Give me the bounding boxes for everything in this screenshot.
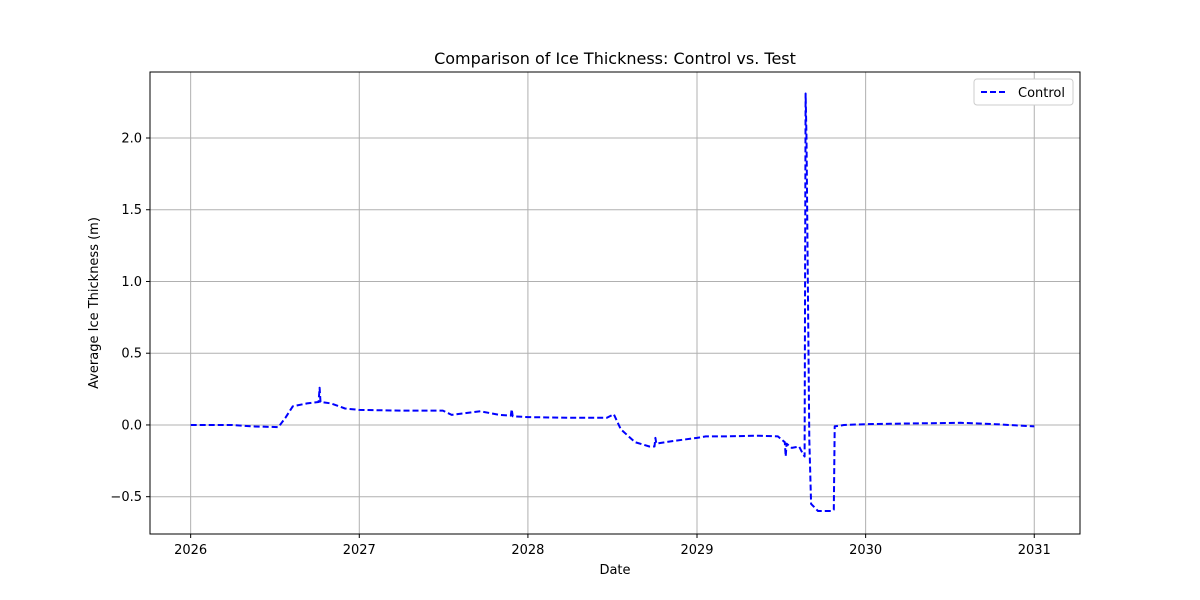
chart-title: Comparison of Ice Thickness: Control vs.… bbox=[434, 49, 796, 68]
y-tick-label: 1.0 bbox=[121, 275, 142, 290]
y-tick-label: 1.5 bbox=[121, 203, 142, 218]
x-axis-label: Date bbox=[599, 563, 630, 578]
legend: Control bbox=[973, 78, 1074, 106]
series-line-control bbox=[190, 92, 1035, 512]
y-tick-label: −0.5 bbox=[110, 490, 142, 505]
grid-lines bbox=[150, 72, 1080, 534]
x-tick-label: 2026 bbox=[174, 543, 207, 558]
x-axis: 2026 2027 2028 2029 2030 2031 bbox=[174, 534, 1051, 558]
y-tick-label: 0.5 bbox=[121, 347, 142, 362]
legend-label-control: Control bbox=[1018, 86, 1065, 101]
legend-box bbox=[973, 78, 1074, 106]
x-tick-label: 2029 bbox=[680, 543, 713, 558]
y-axis: −0.5 0.0 0.5 1.0 1.5 2.0 bbox=[110, 132, 150, 505]
x-tick-label: 2031 bbox=[1018, 543, 1051, 558]
plot-area bbox=[190, 92, 1035, 512]
y-axis-label: Average Ice Thickness (m) bbox=[87, 217, 102, 389]
axes-frame bbox=[149, 71, 1081, 535]
y-tick-label: 0.0 bbox=[121, 418, 142, 433]
x-tick-label: 2028 bbox=[511, 543, 544, 558]
x-tick-label: 2027 bbox=[343, 543, 376, 558]
x-tick-label: 2030 bbox=[849, 543, 882, 558]
y-tick-label: 2.0 bbox=[121, 132, 142, 147]
